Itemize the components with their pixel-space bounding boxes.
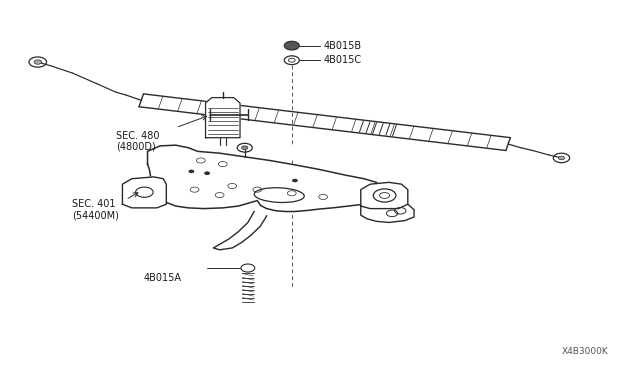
Text: (4800D): (4800D) (116, 142, 156, 152)
Polygon shape (205, 97, 240, 138)
Circle shape (380, 193, 390, 198)
Text: 4B015C: 4B015C (323, 55, 361, 65)
Circle shape (242, 146, 248, 150)
Circle shape (284, 41, 300, 50)
Text: (54400M): (54400M) (72, 210, 119, 220)
Text: SEC. 401: SEC. 401 (72, 199, 116, 209)
Text: SEC. 480: SEC. 480 (116, 131, 159, 141)
Text: X4B3000K: X4B3000K (562, 347, 609, 356)
Circle shape (558, 156, 564, 160)
Circle shape (189, 170, 194, 173)
Polygon shape (122, 177, 166, 208)
Circle shape (292, 179, 298, 182)
Circle shape (205, 172, 210, 175)
Circle shape (34, 60, 42, 64)
Polygon shape (361, 182, 408, 209)
Text: 4B015A: 4B015A (144, 273, 182, 283)
Polygon shape (148, 145, 383, 212)
Text: 4B015B: 4B015B (323, 41, 361, 51)
